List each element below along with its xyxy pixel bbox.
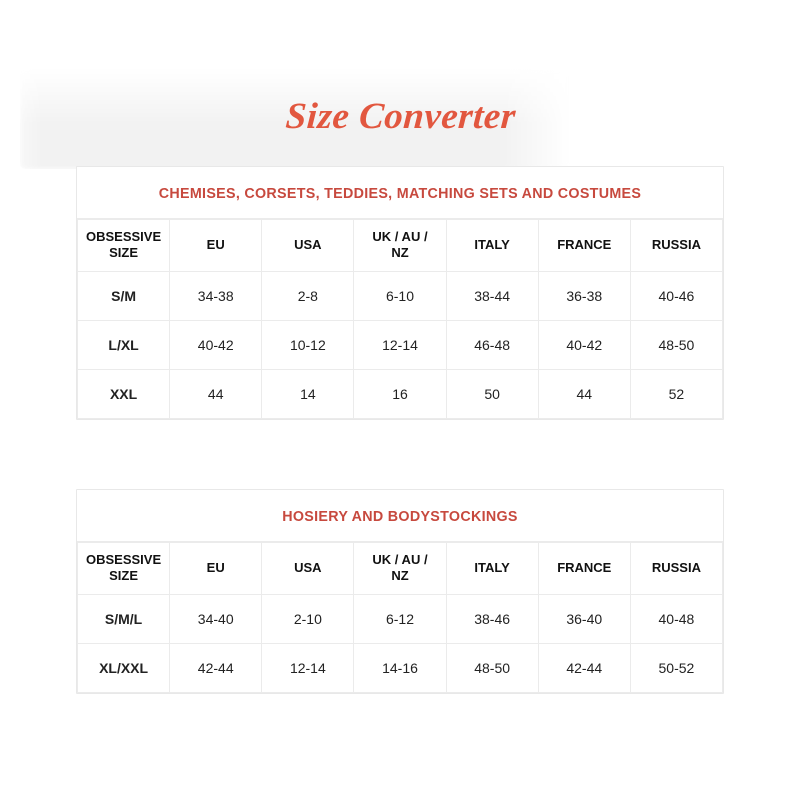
- svg-text:Size Converter: Size Converter: [284, 96, 517, 137]
